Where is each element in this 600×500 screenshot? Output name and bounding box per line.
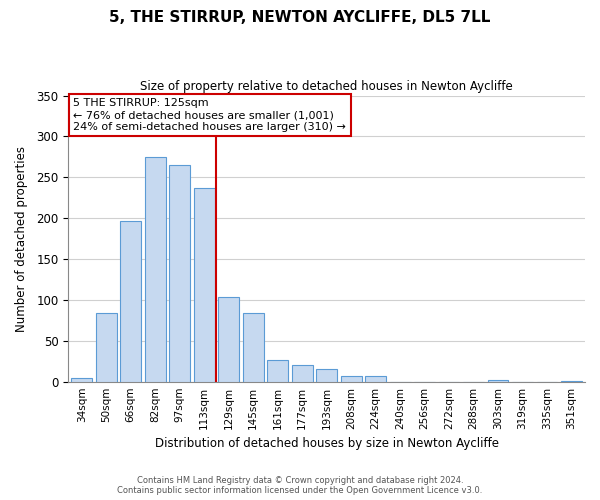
Text: 5, THE STIRRUP, NEWTON AYCLIFFE, DL5 7LL: 5, THE STIRRUP, NEWTON AYCLIFFE, DL5 7LL xyxy=(109,10,491,25)
X-axis label: Distribution of detached houses by size in Newton Aycliffe: Distribution of detached houses by size … xyxy=(155,437,499,450)
Bar xyxy=(316,370,337,382)
Bar xyxy=(292,366,313,382)
Bar xyxy=(121,222,141,382)
Bar xyxy=(243,313,263,382)
Y-axis label: Number of detached properties: Number of detached properties xyxy=(15,146,28,332)
Bar xyxy=(169,165,190,382)
Text: 5 THE STIRRUP: 125sqm
← 76% of detached houses are smaller (1,001)
24% of semi-d: 5 THE STIRRUP: 125sqm ← 76% of detached … xyxy=(73,98,346,132)
Bar xyxy=(145,157,166,382)
Title: Size of property relative to detached houses in Newton Aycliffe: Size of property relative to detached ho… xyxy=(140,80,513,93)
Bar xyxy=(71,378,92,382)
Bar xyxy=(96,313,116,382)
Bar xyxy=(267,360,288,382)
Bar xyxy=(194,188,215,382)
Bar xyxy=(341,376,362,382)
Bar xyxy=(561,381,582,382)
Text: Contains HM Land Registry data © Crown copyright and database right 2024.
Contai: Contains HM Land Registry data © Crown c… xyxy=(118,476,482,495)
Bar xyxy=(365,376,386,382)
Bar xyxy=(488,380,508,382)
Bar xyxy=(218,296,239,382)
